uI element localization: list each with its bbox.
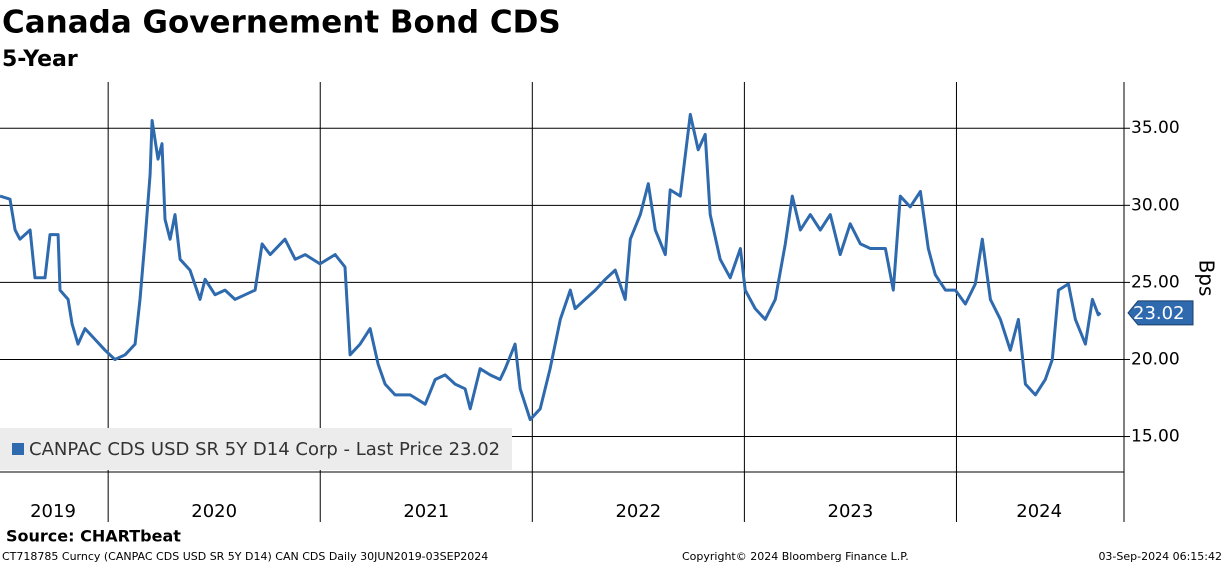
last-price-tag xyxy=(1127,300,1194,326)
y-axis-label: Bps xyxy=(1195,260,1219,297)
source: Source: CHARTbeat xyxy=(6,527,181,546)
last-price-label: 23.02 xyxy=(1133,303,1185,324)
chart-title: Canada Governement Bond CDS xyxy=(2,5,561,41)
line xyxy=(0,112,1102,422)
chart-subtitle: 5-Year xyxy=(2,47,78,72)
x-tick-label: 2020 xyxy=(191,501,237,522)
footer-center: Copyright© 2024 Bloomberg Finance L.P. xyxy=(682,550,909,563)
x-tick-label: 2019 xyxy=(30,501,76,522)
legend-swatch xyxy=(12,443,24,455)
legend-label: CANPAC CDS USD SR 5Y D14 Corp - Last Pri… xyxy=(29,439,500,460)
x-tick-label: 2022 xyxy=(615,501,661,522)
legend-box xyxy=(0,428,512,470)
y-tick-label: 30.00 xyxy=(1131,195,1180,215)
y-tick-label: 20.00 xyxy=(1131,349,1180,369)
y-tick-label: 35.00 xyxy=(1131,118,1180,138)
x-tick-label: 2021 xyxy=(403,501,449,522)
x-tick-label: 2023 xyxy=(828,501,874,522)
y-tick-label: 25.00 xyxy=(1131,272,1180,292)
footer-left: CT718785 Curncy (CANPAC CDS USD SR 5Y D1… xyxy=(2,550,488,563)
footer-right: 03-Sep-2024 06:15:42 xyxy=(1098,550,1222,563)
x-tick-label: 2024 xyxy=(1016,501,1062,522)
legend: CANPAC CDS USD SR 5Y D14 Corp - Last Pri… xyxy=(0,428,512,470)
y-tick-label: 15.00 xyxy=(1131,427,1180,447)
